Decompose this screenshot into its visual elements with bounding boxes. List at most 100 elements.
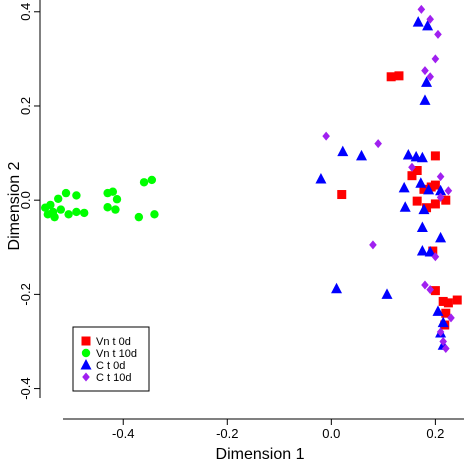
- data-point: [72, 207, 81, 217]
- data-point: [436, 192, 445, 202]
- data-point: [399, 201, 411, 212]
- data-point: [439, 336, 447, 346]
- x-tick-label: -0.2: [216, 426, 238, 441]
- y-ticks: -0.4 -0.2 0.0 0.2 0.4: [18, 3, 40, 400]
- data-point: [421, 76, 433, 87]
- data-point: [422, 19, 434, 31]
- data-point: [434, 29, 442, 39]
- data-point: [422, 203, 432, 213]
- data-point: [54, 194, 63, 203]
- data-point: [369, 240, 377, 250]
- data-point: [436, 327, 445, 337]
- legend-label: C t 0d: [96, 360, 125, 372]
- x-tick-label: 0.2: [426, 426, 444, 441]
- legend-marker: [81, 336, 91, 346]
- x-tick-label: 0.0: [322, 426, 340, 441]
- data-point: [64, 210, 73, 219]
- data-point: [426, 72, 434, 82]
- data-point: [423, 183, 435, 195]
- data-point: [112, 195, 122, 204]
- data-point: [331, 282, 343, 294]
- legend-marker: [80, 359, 92, 370]
- data-point: [147, 175, 157, 185]
- data-point: [150, 210, 159, 219]
- data-point: [394, 71, 404, 81]
- data-point: [432, 305, 444, 316]
- data-point: [139, 178, 149, 187]
- legend-label: Vn t 10d: [96, 348, 137, 360]
- legend-label: C t 10d: [96, 372, 131, 384]
- data-point: [416, 245, 428, 256]
- data-point: [381, 288, 393, 299]
- data-point: [424, 245, 436, 257]
- data-point: [41, 203, 50, 212]
- data-point: [430, 151, 440, 161]
- data-point: [398, 181, 410, 193]
- data-point: [412, 16, 424, 27]
- data-point: [421, 280, 429, 290]
- data-point: [418, 203, 430, 215]
- data-point: [417, 4, 426, 14]
- legend-marker: [81, 348, 91, 358]
- data-point: [426, 14, 434, 24]
- data-point: [430, 286, 440, 296]
- data-point: [412, 166, 422, 176]
- data-point: [437, 316, 449, 328]
- data-point: [337, 190, 347, 200]
- y-tick-label: 0.0: [18, 191, 33, 209]
- data-point: [103, 203, 112, 212]
- data-point: [415, 177, 427, 188]
- y-tick-label: 0.2: [18, 97, 33, 115]
- data-point: [374, 139, 382, 149]
- data-point: [72, 191, 81, 200]
- data-point: [337, 145, 349, 157]
- data-point: [61, 188, 71, 198]
- data-point: [80, 208, 89, 218]
- data-point: [416, 221, 428, 232]
- data-point: [50, 212, 59, 222]
- series-square: [337, 71, 462, 330]
- y-tick-label: 0.4: [18, 3, 33, 21]
- legend-marker: [82, 372, 90, 382]
- data-point: [441, 308, 451, 318]
- legend-label: Vn t 0d: [96, 336, 131, 348]
- series-triangle: [315, 16, 449, 350]
- axes: [39, 0, 464, 420]
- series-diamond: [322, 4, 455, 354]
- data-point: [430, 199, 440, 209]
- x-axis-title: Dimension 1: [216, 446, 305, 463]
- data-point: [56, 205, 66, 214]
- series-circle: [41, 175, 159, 222]
- x-tick-label: -0.4: [112, 426, 134, 441]
- data-point: [452, 295, 462, 305]
- data-point: [441, 344, 450, 354]
- data-point: [419, 94, 431, 105]
- data-point: [435, 231, 447, 243]
- data-point: [436, 172, 445, 182]
- data-point: [43, 210, 53, 219]
- data-point: [315, 172, 327, 184]
- data-point: [134, 212, 144, 222]
- y-tick-label: -0.2: [18, 283, 33, 305]
- data-point: [111, 205, 120, 214]
- y-tick-label: -0.4: [18, 377, 33, 399]
- data-point: [402, 148, 414, 160]
- data-point: [386, 72, 396, 82]
- data-point: [419, 184, 429, 194]
- data-point: [443, 298, 453, 308]
- data-point: [426, 285, 434, 295]
- y-axis-title: Dimension 2: [6, 161, 23, 250]
- data-point: [356, 149, 368, 161]
- data-point: [431, 252, 440, 262]
- data-points: [41, 4, 462, 354]
- x-ticks: -0.4 -0.2 0.0 0.2: [112, 419, 444, 441]
- data-point: [444, 186, 453, 196]
- data-point: [421, 66, 429, 76]
- data-point: [431, 54, 440, 64]
- data-point: [412, 196, 422, 206]
- data-point: [435, 184, 447, 196]
- data-point: [407, 171, 417, 181]
- data-point: [447, 313, 455, 323]
